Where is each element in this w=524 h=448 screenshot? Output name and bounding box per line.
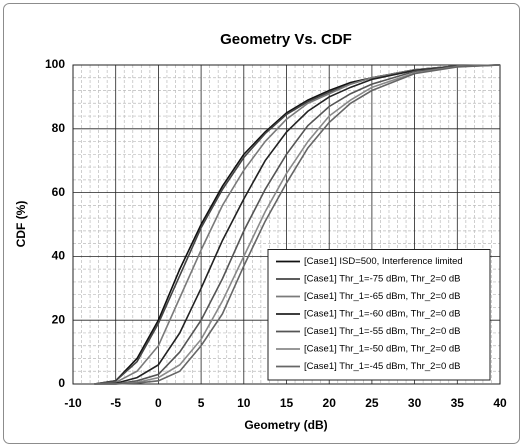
chart-title: Geometry Vs. CDF bbox=[220, 31, 352, 48]
y-tick-label: 100 bbox=[45, 57, 65, 71]
plot-frame bbox=[72, 64, 501, 385]
x-tick-label: 10 bbox=[237, 396, 251, 410]
series-line bbox=[94, 64, 501, 385]
legend-label: [Case1] Thr_1=-75 dBm, Thr_2=0 dB bbox=[304, 274, 461, 285]
y-tick-label: 20 bbox=[52, 312, 66, 326]
y-tick-label: 60 bbox=[52, 185, 66, 199]
series-line bbox=[94, 64, 501, 385]
x-tick-label: 20 bbox=[323, 396, 337, 410]
x-tick-label: 0 bbox=[155, 396, 162, 410]
legend-label: [Case1] Thr_1=-50 dBm, Thr_2=0 dB bbox=[304, 344, 461, 355]
y-axis-label: CDF (%) bbox=[14, 201, 28, 248]
legend-label: [Case1] Thr_1=-55 dBm, Thr_2=0 dB bbox=[304, 326, 461, 337]
x-tick-label: 30 bbox=[408, 396, 422, 410]
series-line bbox=[94, 64, 501, 385]
y-tick-label: 80 bbox=[52, 121, 66, 135]
legend-label: [Case1] Thr_1=-65 dBm, Thr_2=0 dB bbox=[304, 291, 461, 302]
x-tick-label: 40 bbox=[493, 396, 507, 410]
x-tick-label: -5 bbox=[110, 396, 121, 410]
x-tick-label: -10 bbox=[64, 396, 82, 410]
x-tick-label: 25 bbox=[365, 396, 379, 410]
x-tick-label: 35 bbox=[451, 396, 465, 410]
y-tick-label: 40 bbox=[52, 249, 66, 263]
legend-label: [Case1] Thr_1=-45 dBm, Thr_2=0 dB bbox=[304, 361, 461, 372]
legend-label: [Case1] ISD=500, Interference limited bbox=[304, 256, 463, 267]
series-line bbox=[94, 64, 501, 385]
legend-label: [Case1] Thr_1=-60 dBm, Thr_2=0 dB bbox=[304, 309, 461, 320]
series-line bbox=[94, 64, 501, 385]
x-axis-label: Geometry (dB) bbox=[244, 418, 327, 432]
x-tick-label: 15 bbox=[280, 396, 294, 410]
x-tick-label: 5 bbox=[198, 396, 205, 410]
legend-box bbox=[267, 249, 491, 381]
y-tick-label: 0 bbox=[58, 376, 65, 390]
